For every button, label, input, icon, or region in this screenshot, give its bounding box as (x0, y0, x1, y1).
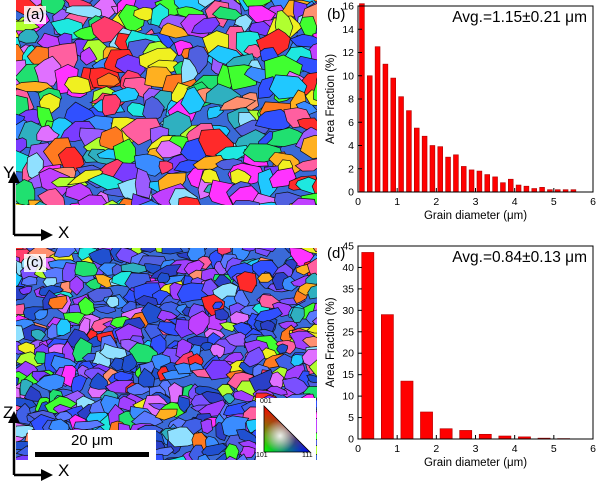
y-tick-label: 14 (342, 24, 354, 36)
x-tick-label: 3 (473, 443, 479, 455)
y-tick-label: 6 (348, 117, 354, 129)
y-tick-label: 12 (342, 47, 354, 59)
ipf-color-key: 001 101 111 (256, 398, 316, 460)
histogram-bar (414, 127, 420, 193)
histogram-bar (500, 182, 506, 193)
x-tick-label: 0 (355, 443, 361, 455)
y-tick-label: 10 (342, 70, 354, 82)
ipf-label-001: 001 (260, 398, 272, 405)
scale-bar-line (35, 452, 149, 457)
histogram-bar (523, 185, 530, 193)
y-tick-label: 20 (342, 348, 354, 360)
x-tick-label: 5 (551, 196, 557, 208)
axis-letter-z: Z (3, 403, 14, 422)
y-tick-label: 8 (348, 94, 354, 106)
axis-letter-x-c: X (58, 461, 70, 480)
x-axis-label: Grain diameter (μm) (424, 210, 527, 222)
x-tick-label: 5 (551, 443, 557, 455)
y-tick-label: 10 (342, 391, 354, 403)
scale-bar: 20 μm (28, 430, 156, 460)
histogram-bar (439, 428, 453, 440)
x-tick-label: 2 (433, 196, 439, 208)
histogram-bar (367, 75, 373, 193)
histogram-bar (361, 252, 375, 440)
average-annotation: Avg.=1.15±0.21 μm (452, 9, 587, 26)
histogram-bar (359, 3, 365, 193)
histogram-bar (390, 77, 396, 193)
histogram-bar (539, 187, 545, 193)
histogram-bar (382, 63, 389, 193)
axis-letter-x-a: X (58, 223, 70, 242)
histogram-bar (421, 135, 428, 193)
x-tick-label: 6 (590, 196, 596, 208)
x-axis-label: Grain diameter (μm) (424, 457, 527, 469)
histogram-bar (437, 146, 443, 193)
histogram-bar (459, 430, 473, 440)
histogram-bar (380, 314, 394, 440)
histogram-bar (374, 46, 381, 193)
ebsd-map-c: (c) 20 μm (16, 248, 317, 460)
scale-bar-label: 20 μm (71, 432, 113, 449)
x-tick-label: 1 (394, 196, 400, 208)
y-axis-label: Area Fraction (%) (325, 54, 337, 144)
y-tick-label: 35 (342, 283, 354, 295)
average-annotation: Avg.=0.84±0.13 μm (452, 249, 587, 266)
y-tick-label: 0 (348, 187, 354, 199)
y-tick-label: 0 (348, 434, 354, 446)
axis-letter-y: Y (3, 163, 15, 182)
y-tick-label: 30 (342, 305, 354, 317)
histogram-bar (478, 433, 492, 440)
histogram-bar (461, 166, 467, 193)
histogram-b: 0 1 2 3 4 5 6 0 2 4 6 8 10 12 14 16 Grain diameter (μm) A… (318, 0, 600, 228)
panel-label-d: (d) (327, 245, 346, 262)
grain-mosaic-a (16, 0, 317, 205)
y-tick-label: 16 (342, 1, 354, 13)
y-tick-label: 25 (342, 326, 354, 338)
y-tick-label: 2 (348, 163, 354, 175)
coordinate-axes-a (8, 171, 53, 241)
coordinate-axes-c (8, 411, 53, 481)
x-tick-label: 4 (512, 196, 518, 208)
histogram-bar (508, 178, 514, 193)
histogram-d: 0 1 2 3 4 5 6 0 5 10 15 20 25 30 35 40 45 Grain diameter … (318, 240, 600, 486)
histogram-bar (476, 170, 483, 193)
histogram-bar (453, 154, 459, 193)
y-tick-label: 45 (342, 241, 354, 253)
histogram-bar (484, 174, 490, 193)
panel-label-a: (a) (24, 6, 47, 24)
histogram-bar (429, 145, 436, 193)
histogram-bar (515, 184, 522, 193)
histogram-bar (420, 411, 433, 440)
histogram-bar (400, 380, 414, 440)
x-tick-label: 2 (433, 443, 439, 455)
x-tick-label: 6 (590, 443, 596, 455)
x-tick-label: 4 (512, 443, 518, 455)
y-tick-label: 4 (348, 140, 354, 152)
ebsd-map-a: (a) (16, 0, 317, 205)
x-tick-label: 0 (355, 196, 361, 208)
ipf-label-111: 111 (302, 452, 313, 459)
histogram-bar (492, 176, 498, 193)
y-tick-label: 40 (342, 262, 354, 274)
panel-label-c: (c) (24, 254, 46, 272)
histogram-bar (398, 96, 404, 193)
histogram-bar (406, 110, 412, 193)
y-tick-label: 5 (348, 412, 354, 424)
histogram-bar (468, 169, 475, 193)
ipf-triangle-icon (263, 405, 311, 453)
ipf-label-101: 101 (256, 452, 268, 459)
histogram-bar (531, 188, 537, 193)
panel-label-b: (b) (327, 6, 346, 23)
x-tick-label: 1 (394, 443, 400, 455)
histogram-bar (445, 156, 451, 193)
y-axis-label: Area Fraction (%) (325, 297, 337, 387)
x-tick-label: 3 (473, 196, 479, 208)
y-tick-label: 15 (342, 369, 354, 381)
